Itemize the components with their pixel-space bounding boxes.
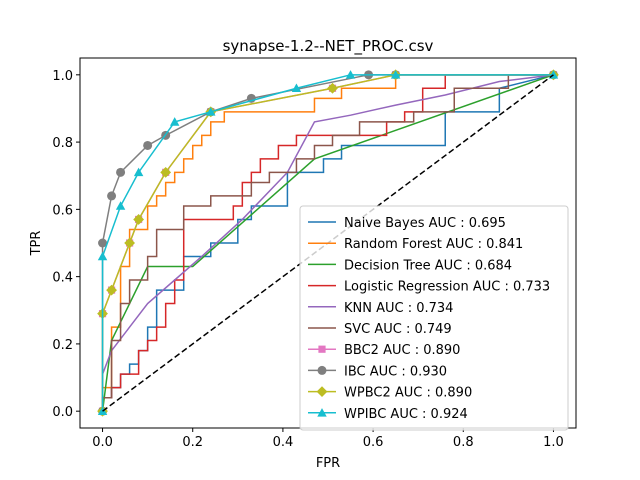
data-point: [106, 284, 117, 296]
legend-entry: Decision Tree AUC : 0.684: [344, 258, 512, 273]
data-point: [206, 107, 216, 116]
x-tick-label: 1.0: [543, 435, 564, 450]
y-tick-label: 0.2: [52, 338, 73, 353]
x-tick-label: 0.6: [363, 435, 384, 450]
legend-box: [299, 205, 569, 431]
legend-marker: [318, 345, 326, 353]
data-point: [327, 82, 338, 94]
data-point: [116, 167, 126, 177]
legend-entry: Logistic Regression AUC : 0.733: [344, 280, 550, 295]
data-point: [98, 238, 108, 248]
series-line-8: [101, 74, 554, 412]
legend-marker: [317, 408, 327, 417]
data-point: [97, 251, 108, 261]
legend-marker: [317, 365, 327, 375]
legend-entry: BBC2 AUC : 0.890: [344, 343, 460, 358]
y-tick-label: 0.4: [52, 271, 73, 286]
data-point: [133, 214, 145, 225]
series-line-1: [101, 74, 554, 412]
data-point: [143, 140, 153, 150]
series-line-5: [101, 74, 554, 412]
x-tick-label: 0.4: [273, 435, 294, 450]
legend-entry: WPIBC AUC : 0.924: [344, 407, 468, 422]
legend-entry: Naive Bayes AUC : 0.695: [344, 216, 506, 231]
x-tick-label: 0.8: [453, 435, 474, 450]
legend-entry: Random Forest AUC : 0.841: [344, 237, 523, 252]
y-tick-label: 0.8: [52, 136, 73, 151]
x-tick-label: 0.2: [182, 435, 203, 450]
series-line-9: [101, 74, 554, 412]
legend-entry: SVC AUC : 0.749: [344, 322, 452, 337]
y-tick-label: 0.0: [52, 405, 73, 420]
data-point: [133, 167, 144, 177]
plot-area: [97, 69, 559, 417]
data-point: [107, 191, 117, 201]
data-point: [169, 117, 180, 126]
legend-entry: IBC AUC : 0.930: [344, 364, 447, 379]
x-axis-label: FPR: [316, 456, 340, 471]
data-point: [345, 70, 356, 79]
chart-title: synapse-1.2--NET_PROC.csv: [223, 37, 434, 56]
y-tick-label: 0.6: [52, 203, 73, 218]
x-tick-label: 0.0: [92, 435, 113, 450]
legend-entry: WPBC2 AUC : 0.890: [344, 386, 472, 401]
data-point: [124, 237, 135, 249]
legend: Naive Bayes AUC : 0.695 Random Forest AUC…: [299, 205, 569, 431]
y-tick-label: 1.0: [52, 69, 73, 84]
y-axis-label: TPR: [29, 231, 44, 257]
data-point: [115, 201, 126, 210]
data-point: [291, 83, 302, 93]
legend-entry: KNN AUC : 0.734: [344, 301, 453, 316]
legend-marker: [316, 386, 328, 397]
data-point: [390, 70, 401, 79]
series-line-4: [101, 74, 554, 375]
data-point: [160, 166, 172, 178]
axes: 0.0 0.2 0.4 0.6 0.8 1.0 0.0 0.2 0.4 0.6 0.8 1.0: [52, 69, 563, 450]
